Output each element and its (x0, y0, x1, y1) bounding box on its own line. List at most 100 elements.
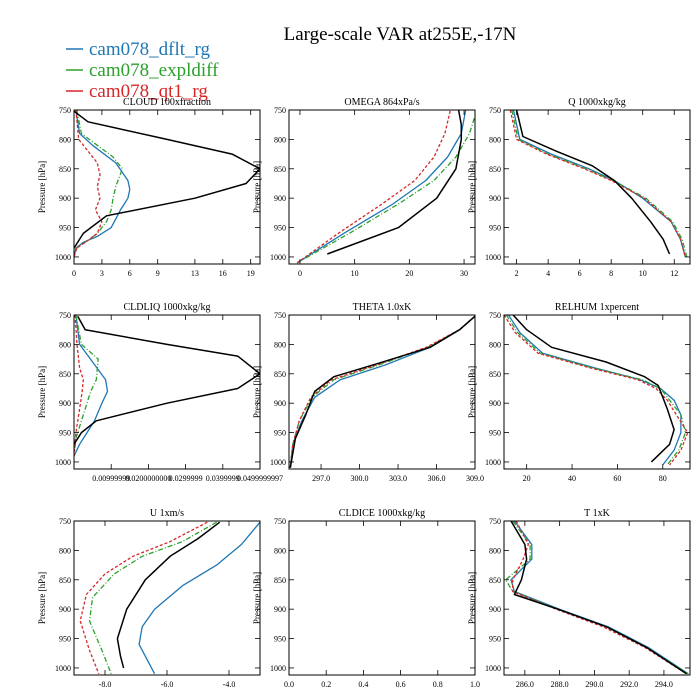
panel-8: CLDICE 1000xkg/kg 750 800 850 900 950 1000 0.0 0… (252, 508, 480, 689)
x-tick-label: 0 (72, 269, 76, 278)
y-tick-label: 850 (489, 370, 501, 379)
y-axis-label: Pressure [hPa] (37, 161, 47, 213)
x-tick-label: 286.0 (516, 680, 534, 689)
y-tick-label: 950 (274, 224, 286, 233)
series-cam078_expldiff (296, 115, 475, 264)
x-tick-label: -6.0 (161, 680, 174, 689)
series-reference (116, 521, 221, 669)
legend-entry: cam078_expldiff (66, 60, 219, 81)
x-tick-label: 3 (100, 269, 104, 278)
y-tick-label: 1000 (55, 664, 71, 673)
y-tick-label: 750 (274, 106, 286, 115)
y-tick-label: 950 (489, 635, 501, 644)
panel-3: Q 1000xkg/kg 750 800 850 900 950 1000 2 4 6 8 10 12 P… (467, 97, 691, 278)
x-tick-label: 80 (659, 474, 667, 483)
x-tick-label: 20 (523, 474, 531, 483)
series-cam078_qt1_rg (79, 521, 208, 675)
panel-title: Q 1000xkg/kg (568, 97, 626, 108)
y-tick-label: 800 (274, 340, 286, 349)
panel-title: THETA 1.0xK (353, 302, 412, 313)
y-tick-label: 800 (59, 135, 71, 144)
y-tick-label: 1000 (270, 458, 286, 467)
y-tick-label: 750 (59, 517, 71, 526)
series-group (296, 110, 475, 264)
series-cam078_dflt_rg (74, 110, 131, 258)
panel-title: T 1xK (584, 508, 610, 519)
series-reference (512, 315, 675, 463)
panel-title: CLOUD 100xfraction (123, 97, 211, 108)
x-tick-label: 12 (670, 269, 678, 278)
y-axis-label: Pressure [hPa] (37, 572, 47, 624)
y-tick-label: 1000 (270, 253, 286, 262)
x-tick-label: 292.0 (620, 680, 638, 689)
x-tick-label: 0.2 (321, 680, 331, 689)
x-tick-label: 0.0499999997 (237, 474, 283, 483)
x-tick-label: 290.0 (585, 680, 603, 689)
y-tick-label: 750 (59, 311, 71, 320)
series-group (289, 315, 475, 468)
x-tick-label: 300.0 (351, 474, 369, 483)
y-tick-label: 900 (59, 605, 71, 614)
series-cam078_dflt_rg (507, 315, 682, 466)
series-cam078_qt1_rg (504, 315, 689, 466)
y-tick-label: 800 (274, 135, 286, 144)
x-tick-label: 0.0 (284, 680, 294, 689)
panel-title: OMEGA 864xPa/s (344, 97, 419, 108)
y-tick-label: 950 (59, 429, 71, 438)
y-tick-label: 750 (489, 311, 501, 320)
series-cam078_expldiff (88, 521, 217, 675)
y-tick-label: 900 (489, 399, 501, 408)
x-tick-label: 288.0 (551, 680, 569, 689)
legend-label: cam078_dflt_rg (89, 39, 211, 60)
x-tick-label: 10 (639, 269, 647, 278)
panel-9: T 1xK 750 800 850 900 950 1000 286.0 288.0 290.0 2… (467, 508, 691, 689)
series-group (509, 110, 688, 258)
y-tick-label: 1000 (485, 664, 501, 673)
y-tick-label: 900 (489, 194, 501, 203)
y-tick-label: 1000 (485, 253, 501, 262)
y-tick-label: 950 (59, 224, 71, 233)
panel-title: CLDICE 1000xkg/kg (339, 508, 425, 519)
x-tick-label: 1.0 (470, 680, 480, 689)
series-reference (74, 315, 260, 445)
y-tick-label: 850 (59, 165, 71, 174)
series-cam078_qt1_rg (296, 110, 452, 264)
y-tick-label: 900 (274, 399, 286, 408)
y-axis-label: Pressure [hPa] (37, 366, 47, 418)
x-tick-label: 0.6 (396, 680, 406, 689)
series-group (79, 521, 260, 675)
legend: cam078_dflt_rgcam078_expldiffcam078_qt1_… (66, 39, 219, 102)
y-tick-label: 800 (274, 546, 286, 555)
plot-frame (503, 109, 691, 265)
x-tick-label: 309.0 (466, 474, 484, 483)
panel-4: CLDLIQ 1000xkg/kg 750 800 850 900 950 1000 0.00… (37, 302, 283, 483)
y-tick-label: 800 (59, 340, 71, 349)
x-tick-label: 297.0 (312, 474, 330, 483)
x-tick-label: 13 (191, 269, 199, 278)
x-tick-label: 0.0200000000 (125, 474, 171, 483)
series-cam078_dflt_rg (296, 110, 467, 264)
series-reference (289, 315, 475, 468)
y-tick-label: 750 (489, 517, 501, 526)
figure-title: Large-scale VAR at255E,-17N (284, 24, 517, 45)
series-cam078_dflt_rg (74, 315, 109, 457)
y-tick-label: 900 (489, 605, 501, 614)
y-axis-label: Pressure [hPa] (252, 366, 262, 418)
x-tick-label: 16 (219, 269, 227, 278)
series-cam078_expldiff (74, 315, 99, 457)
x-tick-label: 60 (613, 474, 621, 483)
legend-entry: cam078_dflt_rg (66, 39, 211, 60)
series-cam078_expldiff (74, 110, 124, 258)
panel-title: CLDLIQ 1000xkg/kg (124, 302, 211, 313)
y-tick-label: 850 (59, 370, 71, 379)
y-tick-label: 900 (59, 194, 71, 203)
y-tick-label: 800 (489, 340, 501, 349)
y-tick-label: 850 (59, 576, 71, 585)
series-group (74, 315, 260, 457)
plot-frame (288, 520, 476, 676)
series-cam078_dflt_rg (510, 521, 689, 675)
plot-frame (288, 109, 476, 265)
panels-grid: CLOUD 100xfraction 750 800 850 900 950 1000 0 3 6… (37, 97, 691, 689)
y-tick-label: 750 (59, 106, 71, 115)
